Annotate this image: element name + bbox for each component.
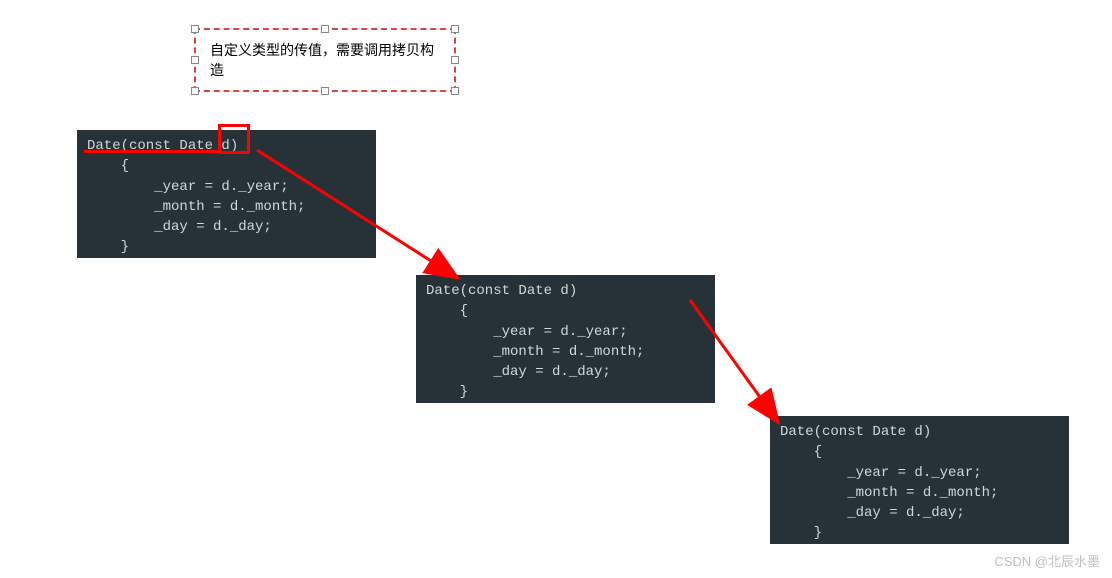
- resize-handle-tl[interactable]: [191, 25, 199, 33]
- resize-handle-bm[interactable]: [321, 87, 329, 95]
- underline-signature: [84, 150, 220, 153]
- annotation-text: 自定义类型的传值，需要调用拷贝构造: [210, 42, 434, 78]
- code-block-2: Date(const Date d) { _year = d._year; _m…: [416, 275, 715, 403]
- annotation-callout[interactable]: 自定义类型的传值，需要调用拷贝构造: [194, 28, 456, 92]
- resize-handle-ml[interactable]: [191, 56, 199, 64]
- watermark: CSDN @北辰水墨: [994, 551, 1100, 570]
- resize-handle-mr[interactable]: [451, 56, 459, 64]
- resize-handle-tm[interactable]: [321, 25, 329, 33]
- resize-handle-tr[interactable]: [451, 25, 459, 33]
- resize-handle-br[interactable]: [451, 87, 459, 95]
- highlight-param-d: [218, 124, 250, 154]
- code-block-3: Date(const Date d) { _year = d._year; _m…: [770, 416, 1069, 544]
- resize-handle-bl[interactable]: [191, 87, 199, 95]
